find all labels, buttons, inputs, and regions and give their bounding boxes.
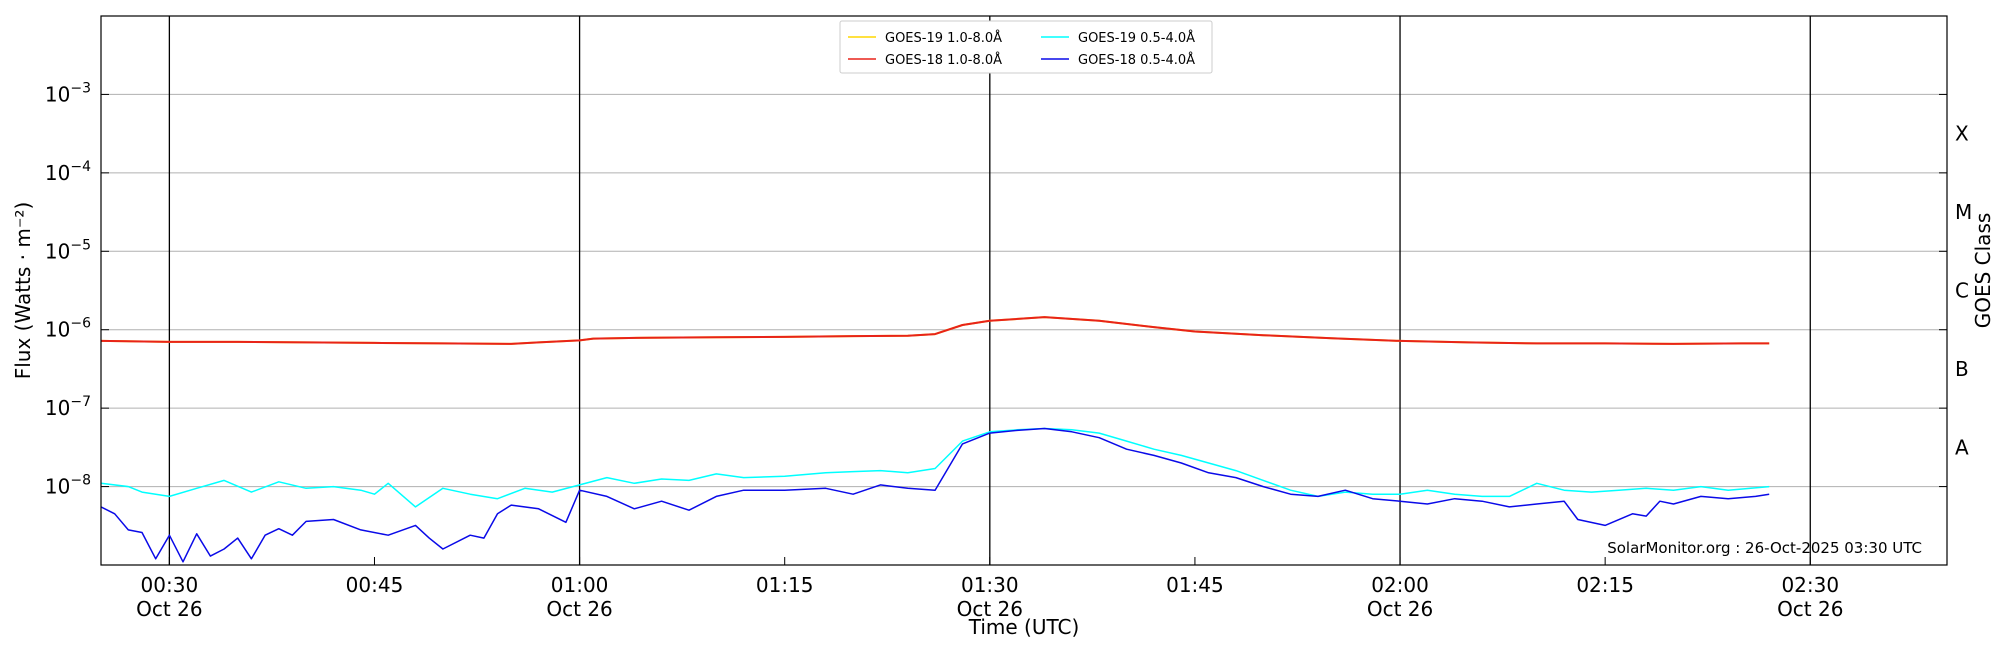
goes-class-label: M: [1955, 200, 1972, 224]
goes-class-label: B: [1955, 357, 1969, 381]
goes-class-label: A: [1955, 435, 1969, 459]
legend-box: [839, 20, 1213, 74]
legend-label: GOES-19 0.5-4.0Å: [1078, 30, 1195, 46]
legend-label: GOES-19 1.0-8.0Å: [885, 30, 1002, 46]
legend: GOES-19 1.0-8.0Å GOES-18 1.0-8.0Å GOES-19 …: [839, 20, 1213, 74]
x-tick-label: 02:30: [1781, 573, 1839, 597]
y-tick-label: 10−8: [45, 473, 91, 499]
x-tick-label: 01:15: [756, 573, 814, 597]
y-tick-label: 10−7: [45, 394, 91, 420]
axis-ticks: [101, 15, 1947, 566]
y-axis-tick-labels: 10−3 10−4 10−5 10−6 10−7 10−8: [45, 80, 91, 498]
y-tick-label: 10−6: [45, 316, 91, 342]
x-tick-date-label: Oct 26: [1777, 597, 1843, 621]
series-line: [100, 316, 1770, 345]
x-tick-label: 02:15: [1576, 573, 1634, 597]
x-tick-date-label: Oct 26: [546, 597, 612, 621]
y-axis-label: Flux (Watts · m⁻²): [11, 202, 35, 380]
series-line: [100, 427, 1770, 508]
series-lines: [100, 316, 1770, 563]
legend-label: GOES-18 0.5-4.0Å: [1078, 52, 1195, 68]
goes-class-labels: X M C B A: [1955, 122, 1972, 460]
x-tick-label: 01:30: [961, 573, 1019, 597]
x-tick-label: 00:45: [346, 573, 404, 597]
x-tick-date-label: Oct 26: [136, 597, 202, 621]
x-tick-label: 02:00: [1371, 573, 1429, 597]
y-tick-label: 10−4: [45, 159, 91, 185]
x-tick-date-label: Oct 26: [1367, 597, 1433, 621]
series-line: [100, 427, 1770, 563]
plot-area-frame: [100, 15, 1948, 566]
legend-label: GOES-18 1.0-8.0Å: [885, 52, 1002, 68]
y-tick-label: 10−3: [45, 80, 91, 106]
day-boundary-lines: [168, 16, 1811, 565]
x-tick-label: 01:00: [551, 573, 609, 597]
x-tick-label: 01:45: [1166, 573, 1224, 597]
credit-text: SolarMonitor.org : 26-Oct-2025 03:30 UTC: [1607, 539, 1922, 557]
y-tick-label: 10−5: [45, 237, 91, 263]
x-axis-label: Time (UTC): [968, 615, 1080, 639]
x-tick-label: 00:30: [141, 573, 199, 597]
horizontal-gridlines: [101, 93, 1947, 488]
x-tick-date-label: Oct 26: [957, 597, 1023, 621]
goes-class-axis-label: GOES Class: [1971, 213, 1995, 329]
goes-class-label: C: [1955, 279, 1969, 303]
goes-class-label: X: [1955, 122, 1969, 146]
